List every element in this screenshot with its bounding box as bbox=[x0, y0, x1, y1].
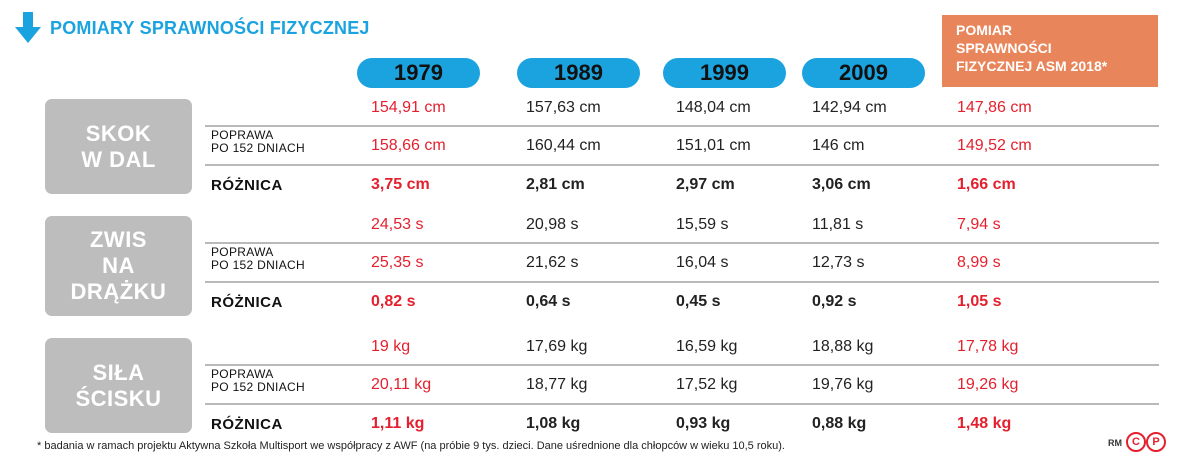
category-label: ZWIS NA DRĄŻKU bbox=[45, 216, 192, 316]
table-cell: 2,97 cm bbox=[676, 176, 735, 193]
table-cell: 151,01 cm bbox=[676, 137, 751, 154]
arrow-down-icon bbox=[15, 12, 41, 43]
row-divider bbox=[205, 403, 1159, 405]
table-cell: 1,11 kg bbox=[371, 415, 425, 432]
year-pill-2009: 2009 bbox=[802, 58, 925, 88]
table-cell: 21,62 s bbox=[526, 254, 579, 271]
row-label-improvement: POPRAWA PO 152 DNIACH bbox=[211, 367, 305, 394]
table-cell: 157,63 cm bbox=[526, 99, 601, 116]
table-cell: 149,52 cm bbox=[957, 137, 1032, 154]
table-cell: 3,75 cm bbox=[371, 176, 430, 193]
category-label: SIŁA ŚCISKU bbox=[45, 338, 192, 433]
credit-badge-c: C bbox=[1126, 432, 1146, 452]
category-label: SKOK W DAL bbox=[45, 99, 192, 194]
table-cell: 1,08 kg bbox=[526, 415, 581, 432]
row-label-difference: RÓŻNICA bbox=[211, 416, 283, 433]
table-cell: 146 cm bbox=[812, 137, 865, 154]
table-cell: 2,81 cm bbox=[526, 176, 585, 193]
table-cell: 19 kg bbox=[371, 338, 411, 355]
table-cell: 154,91 cm bbox=[371, 99, 446, 116]
table-cell: 17,69 kg bbox=[526, 338, 588, 355]
table-cell: 8,99 s bbox=[957, 254, 1001, 271]
table-cell: 7,94 s bbox=[957, 216, 1001, 233]
table-cell: 24,53 s bbox=[371, 216, 424, 233]
header: POMIARY SPRAWNOŚCI FIZYCZNEJ bbox=[14, 12, 370, 44]
table-cell: 17,78 kg bbox=[957, 338, 1019, 355]
table-cell: 3,06 cm bbox=[812, 176, 871, 193]
credit-badge-p: P bbox=[1146, 432, 1166, 452]
credit-label: RM bbox=[1108, 438, 1122, 448]
year-pill-1989: 1989 bbox=[517, 58, 640, 88]
row-label-improvement: POPRAWA PO 152 DNIACH bbox=[211, 245, 305, 272]
table-cell: 0,45 s bbox=[676, 293, 721, 310]
table-cell: 20,11 kg bbox=[371, 376, 432, 393]
row-divider bbox=[205, 164, 1159, 166]
table-cell: 0,88 kg bbox=[812, 415, 867, 432]
table-cell: 160,44 cm bbox=[526, 137, 601, 154]
table-cell: 17,52 kg bbox=[676, 376, 738, 393]
row-divider bbox=[205, 281, 1159, 283]
table-cell: 0,93 kg bbox=[676, 415, 731, 432]
table-cell: 147,86 cm bbox=[957, 99, 1032, 116]
table-cell: 25,35 s bbox=[371, 254, 424, 271]
table-cell: 0,82 s bbox=[371, 293, 416, 310]
row-divider bbox=[205, 364, 1159, 366]
table-cell: 142,94 cm bbox=[812, 99, 887, 116]
table-cell: 18,77 kg bbox=[526, 376, 588, 393]
table-cell: 158,66 cm bbox=[371, 137, 446, 154]
year-pill-1999: 1999 bbox=[663, 58, 786, 88]
table-cell: 1,48 kg bbox=[957, 415, 1012, 432]
footnote: * badania w ramach projektu Aktywna Szko… bbox=[37, 440, 785, 452]
row-label-difference: RÓŻNICA bbox=[211, 177, 283, 194]
row-divider bbox=[205, 125, 1159, 127]
table-cell: 1,05 s bbox=[957, 293, 1002, 310]
table-cell: 18,88 kg bbox=[812, 338, 874, 355]
table-cell: 1,66 cm bbox=[957, 176, 1016, 193]
row-label-improvement: POPRAWA PO 152 DNIACH bbox=[211, 128, 305, 155]
table-cell: 20,98 s bbox=[526, 216, 579, 233]
table-cell: 11,81 s bbox=[812, 216, 864, 233]
table-cell: 0,64 s bbox=[526, 293, 571, 310]
table-cell: 16,59 kg bbox=[676, 338, 738, 355]
table-cell: 16,04 s bbox=[676, 254, 729, 271]
table-cell: 0,92 s bbox=[812, 293, 857, 310]
row-divider bbox=[205, 242, 1159, 244]
year-pill-1979: 1979 bbox=[357, 58, 480, 88]
asm-2018-header: POMIAR SPRAWNOŚCI FIZYCZNEJ ASM 2018* bbox=[942, 15, 1158, 87]
page-title: POMIARY SPRAWNOŚCI FIZYCZNEJ bbox=[50, 17, 370, 38]
table-cell: 12,73 s bbox=[812, 254, 865, 271]
table-cell: 15,59 s bbox=[676, 216, 729, 233]
table-cell: 19,76 kg bbox=[812, 376, 874, 393]
row-label-difference: RÓŻNICA bbox=[211, 294, 283, 311]
table-cell: 148,04 cm bbox=[676, 99, 751, 116]
table-cell: 19,26 kg bbox=[957, 376, 1019, 393]
